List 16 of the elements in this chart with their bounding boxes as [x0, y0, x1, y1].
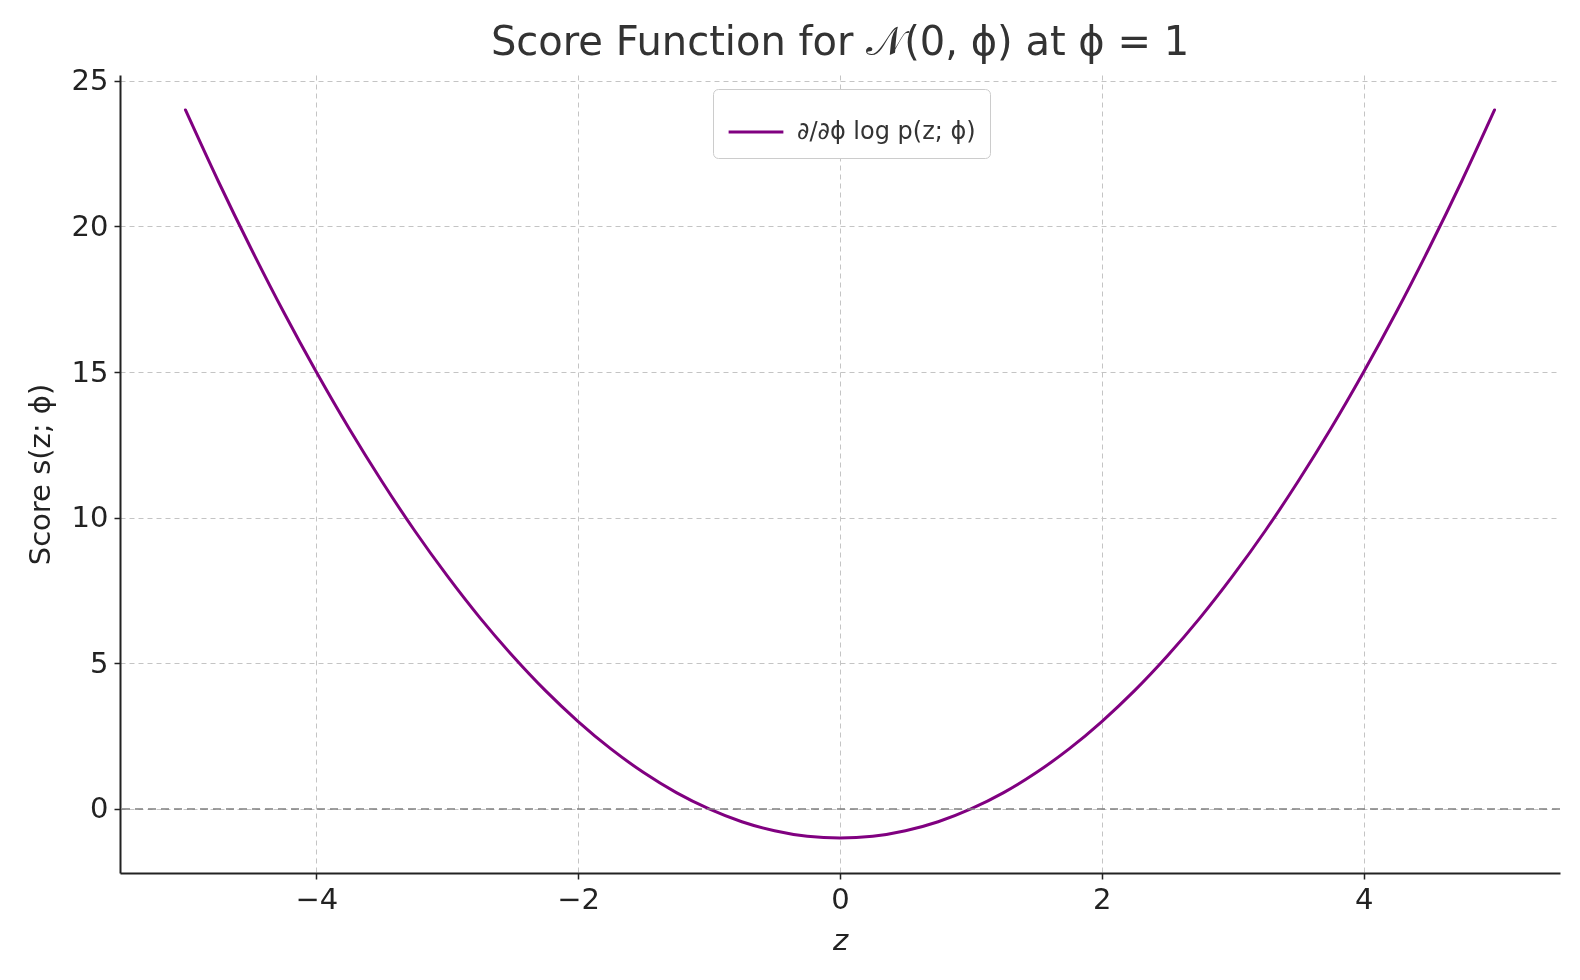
y-tick-label: 0	[90, 791, 109, 826]
y-tick-label: 15	[71, 354, 109, 389]
x-tick-label: −2	[557, 881, 601, 916]
line-series	[183, 108, 1497, 840]
y-tick-label: 5	[90, 645, 109, 680]
legend-label: ∂/∂ϕ log p(z; ϕ)	[797, 117, 976, 145]
chart-title: Score Function for 𝒩(0, ϕ) at ϕ = 1	[490, 17, 1190, 64]
y-tick-label: 20	[71, 208, 109, 243]
y-tick-label: 25	[71, 63, 109, 98]
y-tick-label: 10	[71, 500, 109, 535]
y-axis-title: Score s(z; ϕ)	[22, 383, 57, 566]
x-tick-label: 2	[1093, 881, 1112, 916]
x-tick-label: 4	[1354, 881, 1374, 916]
x-tick-label: −4	[295, 881, 339, 916]
x-axis-title: z	[831, 922, 849, 957]
x-tick-label: 0	[831, 881, 850, 916]
